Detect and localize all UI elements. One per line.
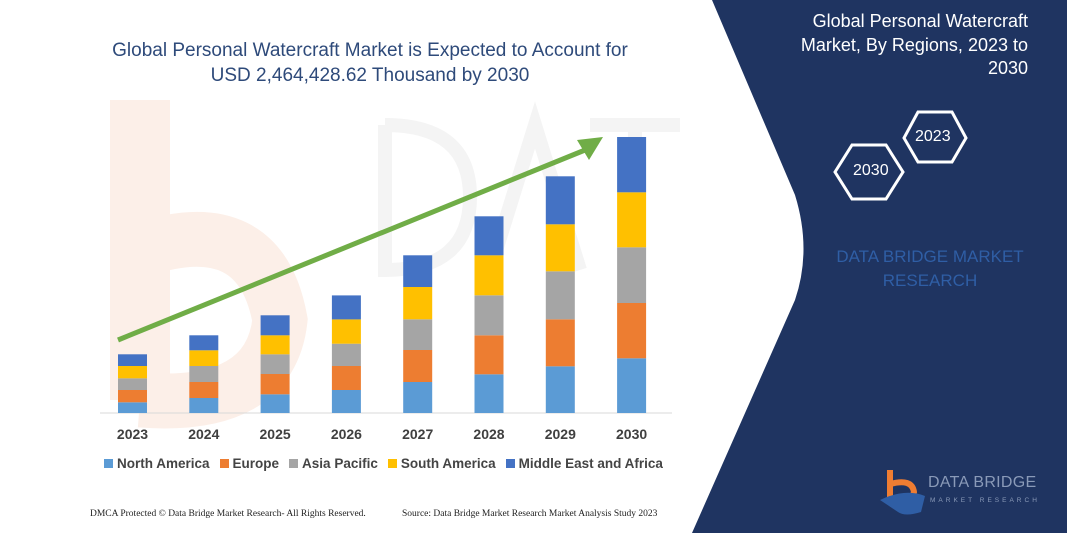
hex-label-2023: 2023 [915,128,951,145]
bar-segment-2023-south-america [118,366,147,379]
bar-segment-2025-asia-pacific [260,354,290,374]
bar-segment-2025-europe [260,374,290,395]
bar-segment-2027-europe [403,350,433,382]
bar-segment-2026-europe [331,366,361,390]
bar-segment-2024-asia-pacific [189,366,219,382]
bar-segment-2029-europe [545,319,575,367]
bar-segment-2029-asia-pacific [545,271,575,320]
legend: North America Europe Asia Pacific South Ame… [104,456,663,471]
bar-segment-2025-south-america [260,335,290,355]
bar-segment-2028-europe [474,335,504,375]
bar-segment-2024-south-america [189,350,219,366]
bar-segment-2030-north-america [617,358,647,413]
legend-item: Middle East and Africa [505,456,663,471]
bar-segment-2027-north-america [403,382,433,413]
footer-copyright: DMCA Protected © Data Bridge Market Rese… [90,509,366,519]
bar-segment-2027-south-america [403,287,433,320]
chart-title: Global Personal Watercraft Market is Exp… [112,40,628,86]
bar-segment-2030-south-america [617,192,647,248]
trend-arrow [117,137,603,343]
bar-segment-2024-europe [189,382,219,398]
bar-segment-2023-middle-east-and-africa [118,354,147,366]
x-tick-label: 2027 [402,426,433,442]
bar-segment-2025-north-america [260,394,290,413]
footer-source: Source: Data Bridge Market Research Mark… [402,509,658,519]
legend-item: Europe [219,456,280,471]
bar-segment-2029-south-america [545,224,575,272]
stacked-bar-chart: 2023 2024 2025 2026 2027 2028 2029 2030 [100,137,672,442]
bar-segment-2026-asia-pacific [331,343,361,366]
legend-swatch [104,459,113,468]
bar-segment-2028-south-america [474,255,504,296]
x-tick-label: 2029 [545,426,576,442]
bar-segment-2026-south-america [331,319,361,344]
x-tick-label: 2025 [260,426,291,442]
brand-text: DATA BRIDGE MARKET RESEARCH [836,247,1024,290]
hexagon-2030 [833,143,905,201]
x-tick-label: 2028 [473,426,504,442]
legend-label: Middle East and Africa [518,456,663,471]
bar-segment-2024-north-america [189,398,219,413]
x-tick-label: 2026 [331,426,362,442]
x-tick-label: 2023 [117,426,148,442]
bar-segment-2029-middle-east-and-africa [545,176,575,225]
x-tick-label: 2030 [616,426,647,442]
legend-swatch [505,459,515,468]
side-panel-bg [692,0,1067,533]
bar-segment-2030-asia-pacific [617,247,647,303]
legend-label: Asia Pacific [302,456,378,471]
legend-swatch [387,459,397,468]
legend-label: Europe [232,456,280,471]
bar-segment-2027-middle-east-and-africa [403,255,433,287]
hexagon-2023 [902,110,968,164]
bar-segment-2030-europe [617,303,647,359]
legend-item: North America [104,456,210,471]
legend-label: North America [117,456,210,471]
legend-swatch [219,459,229,468]
bar-segment-2028-asia-pacific [474,295,504,336]
side-panel-title: Global Personal Watercraft Market, By Re… [800,11,1028,78]
bar-segment-2029-north-america [545,366,575,413]
bar-segment-2025-middle-east-and-africa [260,315,290,336]
bar-segment-2023-north-america [118,402,147,413]
x-tick-label: 2024 [188,426,219,442]
legend-item: Asia Pacific [289,456,378,471]
bar-segment-2030-middle-east-and-africa [617,137,647,193]
bar-segment-2026-middle-east-and-africa [331,295,361,320]
legend-swatch [289,459,299,468]
bar-segment-2024-middle-east-and-africa [189,335,219,351]
bar-segment-2023-europe [118,390,147,403]
bar-segment-2027-asia-pacific [403,319,433,350]
hex-label-2030: 2030 [853,162,889,179]
bar-segment-2026-north-america [331,390,361,413]
bar-segment-2023-asia-pacific [118,378,147,390]
legend-label: South America [400,456,496,471]
bar-segment-2028-middle-east-and-africa [474,216,504,256]
logo-text: DATA BRIDGE [928,474,1037,491]
legend-item: South America [387,456,496,471]
bar-segment-2028-north-america [474,374,504,413]
logo-icon [880,470,925,515]
logo-subtext: MARKET RESEARCH [930,497,1040,504]
